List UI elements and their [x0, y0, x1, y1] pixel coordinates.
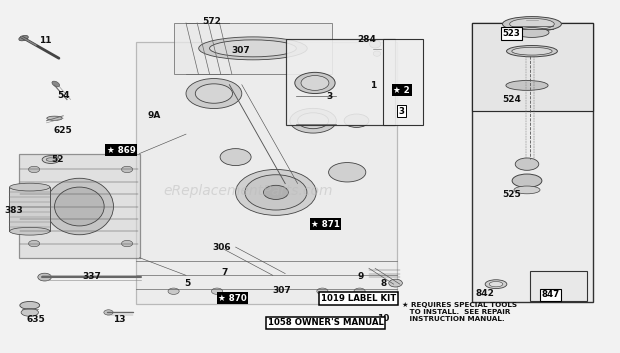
Text: 10: 10 — [377, 314, 389, 323]
Text: 572: 572 — [203, 17, 221, 26]
Text: eReplacementParts.com: eReplacementParts.com — [163, 184, 333, 198]
Ellipse shape — [104, 310, 113, 315]
Text: 3: 3 — [399, 107, 405, 116]
Ellipse shape — [503, 17, 562, 31]
Text: 847: 847 — [541, 290, 560, 299]
Ellipse shape — [354, 288, 365, 294]
Ellipse shape — [264, 185, 288, 199]
Text: 1019 LABEL KIT: 1019 LABEL KIT — [321, 294, 396, 303]
Polygon shape — [136, 42, 397, 304]
Text: 525: 525 — [502, 190, 521, 199]
Ellipse shape — [211, 288, 223, 294]
Text: 625: 625 — [54, 126, 73, 135]
Ellipse shape — [506, 80, 548, 90]
Text: ★ 869: ★ 869 — [107, 145, 135, 155]
Ellipse shape — [47, 116, 62, 120]
Ellipse shape — [45, 178, 113, 235]
Ellipse shape — [29, 166, 40, 173]
Text: 3: 3 — [327, 91, 333, 101]
Text: 1058 OWNER'S MANUAL: 1058 OWNER'S MANUAL — [268, 318, 383, 328]
Ellipse shape — [512, 174, 542, 187]
Ellipse shape — [21, 309, 38, 316]
Ellipse shape — [122, 240, 133, 247]
Text: 337: 337 — [82, 271, 101, 281]
Ellipse shape — [236, 169, 316, 215]
Ellipse shape — [489, 282, 503, 287]
Ellipse shape — [38, 273, 51, 281]
Ellipse shape — [55, 187, 104, 226]
Ellipse shape — [186, 79, 242, 109]
Text: 635: 635 — [27, 315, 45, 324]
Ellipse shape — [42, 156, 60, 163]
Ellipse shape — [507, 46, 557, 57]
Text: 5: 5 — [184, 279, 190, 288]
Text: 7: 7 — [221, 268, 228, 277]
Ellipse shape — [19, 35, 29, 41]
Ellipse shape — [10, 227, 50, 235]
Ellipse shape — [198, 37, 307, 60]
Text: 13: 13 — [113, 315, 125, 324]
Text: 383: 383 — [4, 205, 23, 215]
Text: ★ 871: ★ 871 — [311, 220, 340, 229]
Ellipse shape — [210, 40, 296, 57]
Text: 1: 1 — [370, 81, 376, 90]
Ellipse shape — [29, 240, 40, 247]
Text: 52: 52 — [51, 155, 63, 164]
Ellipse shape — [122, 166, 133, 173]
Bar — [472, 23, 593, 302]
Ellipse shape — [510, 18, 554, 30]
Ellipse shape — [515, 158, 539, 170]
Polygon shape — [174, 23, 332, 74]
Text: ★ 870: ★ 870 — [218, 294, 247, 303]
Ellipse shape — [52, 81, 60, 87]
Text: 307: 307 — [231, 46, 250, 55]
Text: 9A: 9A — [147, 111, 161, 120]
Text: 842: 842 — [476, 289, 494, 298]
Text: ★ REQUIRES SPECIAL TOOLS
   TO INSTALL.  SEE REPAIR
   INSTRUCTION MANUAL.: ★ REQUIRES SPECIAL TOOLS TO INSTALL. SEE… — [402, 303, 517, 322]
Text: 307: 307 — [273, 286, 291, 295]
Bar — [472, 23, 593, 111]
Ellipse shape — [329, 162, 366, 182]
Bar — [9, 187, 50, 231]
Ellipse shape — [512, 47, 552, 55]
Ellipse shape — [168, 288, 179, 294]
Ellipse shape — [317, 288, 328, 294]
Ellipse shape — [298, 113, 329, 128]
Bar — [383, 39, 423, 125]
Ellipse shape — [245, 175, 307, 210]
Polygon shape — [19, 154, 140, 258]
Text: ★ 2: ★ 2 — [393, 85, 410, 95]
Ellipse shape — [515, 28, 549, 37]
Ellipse shape — [220, 149, 251, 166]
Ellipse shape — [46, 158, 56, 161]
Ellipse shape — [485, 280, 507, 288]
Bar — [530, 271, 587, 301]
Bar — [286, 39, 395, 125]
Text: 9: 9 — [358, 271, 364, 281]
Ellipse shape — [290, 108, 336, 133]
Ellipse shape — [301, 76, 329, 90]
Ellipse shape — [389, 279, 402, 287]
Text: 11: 11 — [39, 36, 51, 45]
Ellipse shape — [195, 84, 232, 103]
Ellipse shape — [514, 186, 540, 194]
Text: 8: 8 — [380, 279, 386, 288]
Ellipse shape — [373, 51, 381, 56]
Ellipse shape — [370, 40, 381, 48]
Ellipse shape — [295, 72, 335, 94]
Text: 306: 306 — [213, 243, 231, 252]
Ellipse shape — [20, 301, 40, 309]
Text: 524: 524 — [502, 95, 521, 104]
Ellipse shape — [344, 114, 369, 127]
Text: 284: 284 — [358, 35, 376, 44]
Ellipse shape — [10, 183, 50, 191]
Text: 54: 54 — [57, 91, 69, 100]
Text: 523: 523 — [503, 29, 520, 38]
